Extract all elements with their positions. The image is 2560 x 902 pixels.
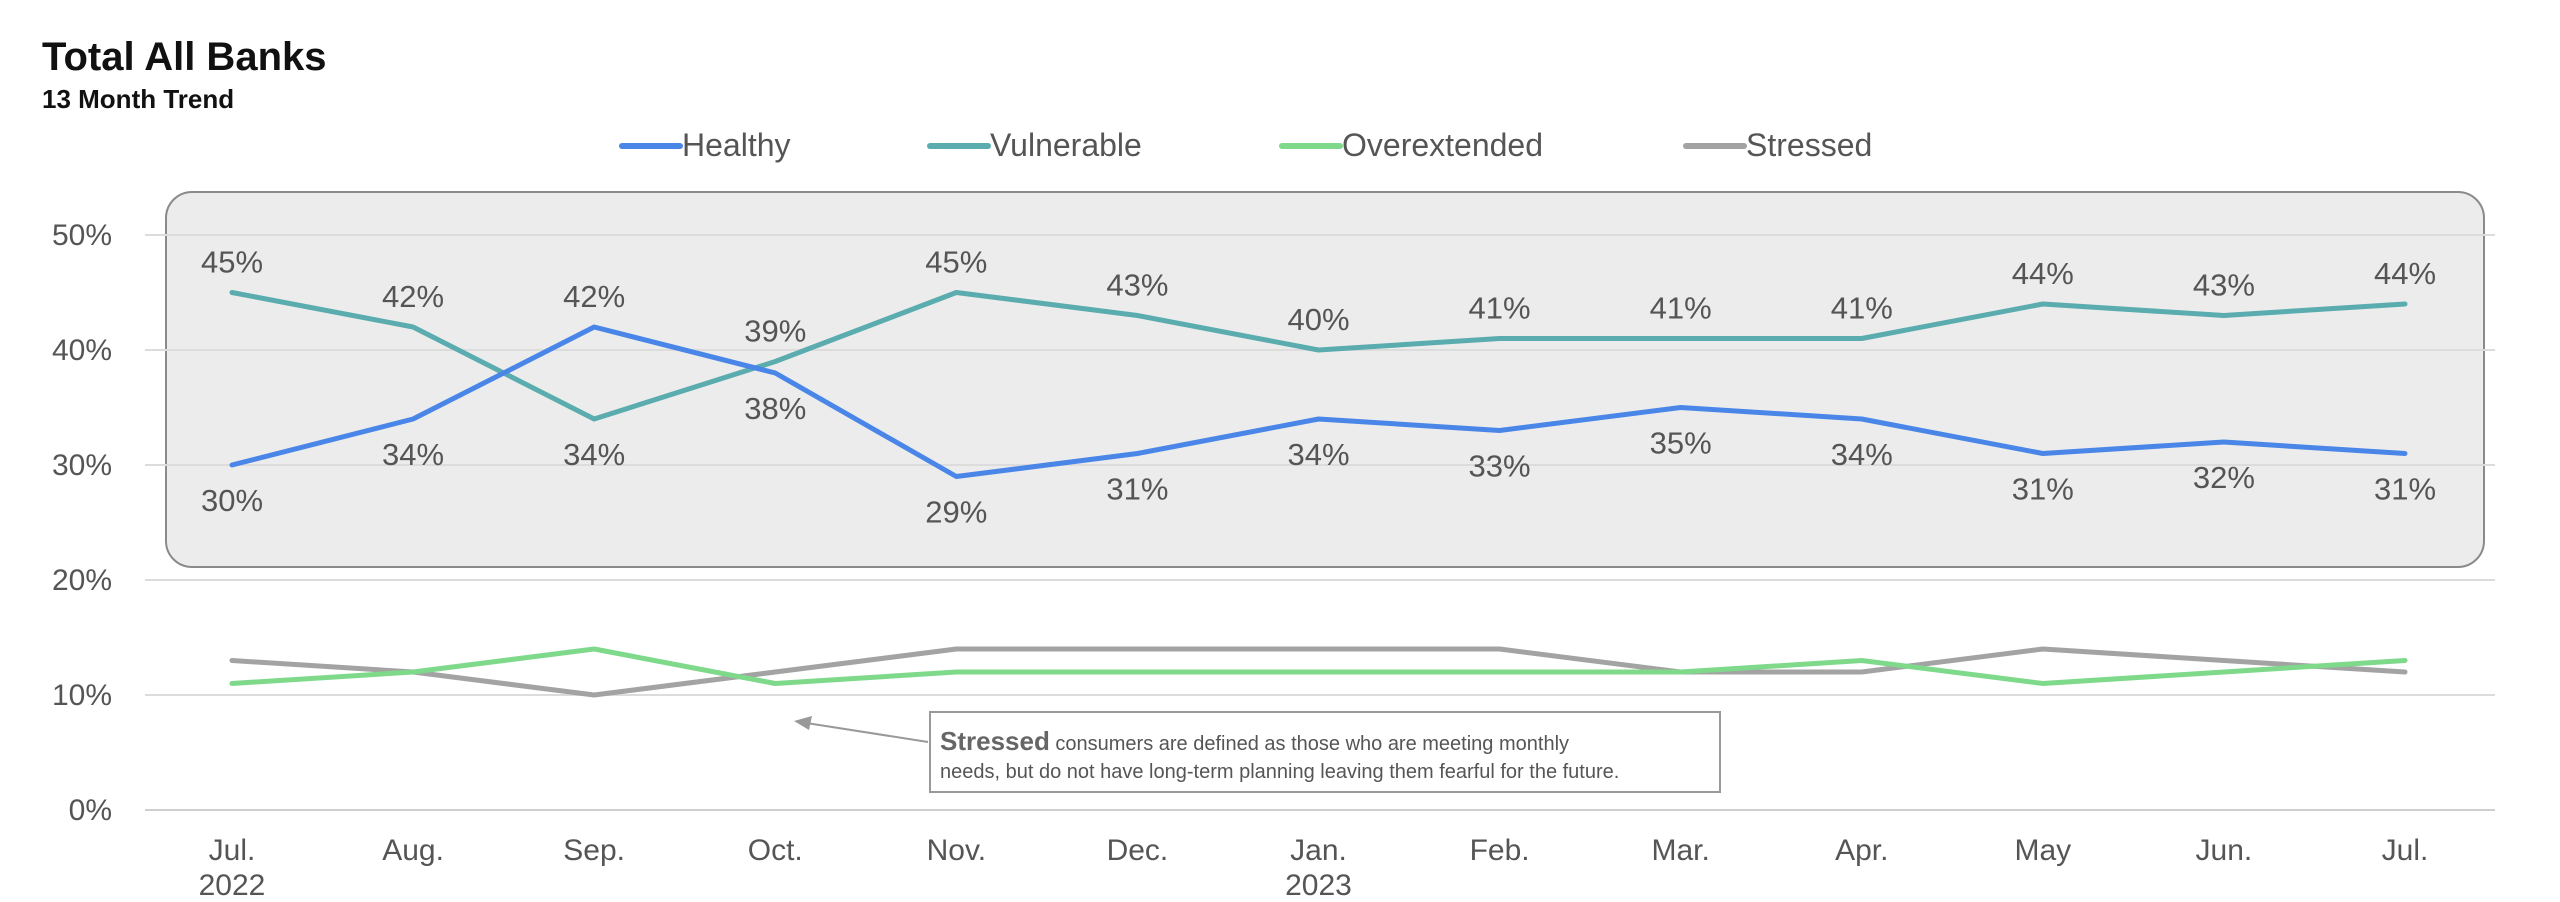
highlight-band (165, 191, 2485, 568)
data-label-healthy: 33% (1469, 449, 1531, 484)
data-label-healthy: 32% (2193, 460, 2255, 495)
x-tick-label: Aug. (382, 834, 444, 867)
data-label-healthy: 35% (1650, 426, 1712, 461)
annotation-arrow-line (799, 721, 929, 743)
data-label-vulnerable: 44% (2374, 256, 2436, 291)
y-tick-label: 20% (52, 564, 112, 597)
data-label-vulnerable: 40% (1287, 302, 1349, 337)
data-label-healthy: 29% (925, 495, 987, 530)
x-tick-year: 2023 (1285, 869, 1352, 902)
x-tick-label: Jul. (2382, 834, 2429, 867)
series-line-overextended (229, 646, 2408, 686)
y-axis: 0% 10% 20% 30% 40% 50% (52, 219, 112, 827)
gridlines (145, 234, 2495, 811)
data-label-vulnerable: 43% (2193, 268, 2255, 303)
data-label-healthy: 34% (1287, 437, 1349, 472)
data-label-healthy: 34% (1831, 437, 1893, 472)
x-tick-label: Feb. (1470, 834, 1530, 867)
data-label-healthy: 30% (201, 483, 263, 518)
annotation-arrow-head (794, 716, 812, 730)
x-tick-year: 2022 (199, 869, 266, 902)
data-label-vulnerable: 34% (563, 437, 625, 472)
x-tick-label: Apr. (1835, 834, 1888, 867)
series-line-healthy (229, 324, 2408, 479)
data-label-vulnerable: 41% (1469, 291, 1531, 326)
legend: Healthy Vulnerable Overextended Stressed (619, 127, 1872, 163)
data-label-healthy: 38% (744, 391, 806, 426)
y-tick-label: 0% (69, 794, 112, 827)
legend-label-healthy: Healthy (682, 127, 791, 163)
annotation-line-1: Stressed consumers are defined as those … (940, 726, 1569, 756)
x-tick-label: May (2014, 834, 2071, 867)
stressed-annotation: Stressed consumers are defined as those … (794, 711, 1721, 793)
data-label-healthy: 34% (382, 437, 444, 472)
data-label-vulnerable: 45% (201, 245, 263, 280)
data-label-healthy: 42% (563, 279, 625, 314)
data-labels: 30% 45% 34% 42% 42% 34% 38% 39% 29% 45% 31% 43% 34% 4… (201, 245, 2436, 530)
y-tick-label: 50% (52, 219, 112, 252)
data-label-vulnerable: 41% (1831, 291, 1893, 326)
series-line-vulnerable (229, 290, 2408, 422)
data-label-vulnerable: 43% (1106, 268, 1168, 303)
x-tick-label: Sep. (563, 834, 625, 867)
data-label-vulnerable: 41% (1650, 291, 1712, 326)
annotation-bold: Stressed (940, 726, 1050, 756)
x-tick-label: Dec. (1107, 834, 1169, 867)
series-line-stressed (229, 646, 2408, 698)
annotation-line-2: needs, but do not have long-term plannin… (940, 761, 1619, 783)
data-label-vulnerable: 45% (925, 245, 987, 280)
x-tick-label: Mar. (1651, 834, 1709, 867)
highlight-box (165, 191, 2485, 568)
y-tick-label: 40% (52, 334, 112, 367)
x-tick-label: Jun. (2196, 834, 2253, 867)
data-label-vulnerable: 42% (382, 279, 444, 314)
chart-title: Total All Banks (42, 35, 327, 79)
data-label-healthy: 31% (2374, 472, 2436, 507)
data-label-healthy: 31% (2012, 472, 2074, 507)
series-lines (229, 290, 2408, 698)
data-label-vulnerable: 39% (744, 314, 806, 349)
x-tick-label: Jan. (1290, 834, 1347, 867)
legend-label-overextended: Overextended (1342, 127, 1543, 163)
y-tick-label: 10% (52, 679, 112, 712)
y-tick-label: 30% (52, 449, 112, 482)
data-label-healthy: 31% (1106, 472, 1168, 507)
x-tick-label: Oct. (748, 834, 803, 867)
data-label-vulnerable: 44% (2012, 256, 2074, 291)
legend-label-stressed: Stressed (1746, 127, 1872, 163)
annotation-box (929, 711, 1721, 793)
annotation-text-1: consumers are defined as those who are m… (1050, 733, 1569, 755)
chart-subtitle: 13 Month Trend (42, 84, 234, 114)
x-tick-label: Jul. (209, 834, 256, 867)
x-tick-label: Nov. (927, 834, 986, 867)
legend-label-vulnerable: Vulnerable (990, 127, 1142, 163)
